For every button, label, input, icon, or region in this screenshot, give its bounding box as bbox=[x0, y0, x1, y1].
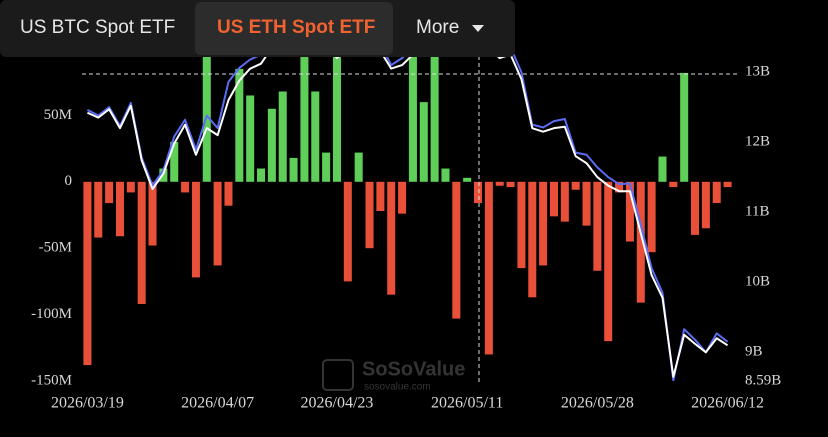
bar bbox=[604, 181, 613, 342]
bar bbox=[539, 181, 548, 266]
bar bbox=[615, 181, 624, 193]
y2-tick-label: 8.59B bbox=[745, 372, 781, 388]
watermark-url: sosovalue.com bbox=[364, 382, 431, 393]
bar bbox=[354, 152, 363, 182]
tab[interactable]: US ETH Spot ETF bbox=[217, 17, 375, 38]
dropdown-caret[interactable] bbox=[472, 25, 484, 32]
bar bbox=[181, 181, 190, 193]
bar bbox=[170, 141, 179, 182]
y2-tick-label: 13B bbox=[745, 64, 770, 80]
bar bbox=[582, 181, 591, 226]
bar bbox=[322, 152, 331, 182]
bar bbox=[680, 72, 689, 182]
bar bbox=[191, 181, 200, 278]
bar bbox=[517, 181, 526, 269]
bar bbox=[235, 68, 244, 182]
bar bbox=[398, 181, 407, 214]
x-tick-label: 2026/05/28 bbox=[561, 395, 634, 412]
bar bbox=[495, 181, 504, 186]
bar bbox=[506, 181, 515, 188]
active-tab-bg bbox=[195, 2, 393, 55]
y2-tick-label: 9B bbox=[745, 344, 763, 360]
y-tick-label: -150M bbox=[31, 372, 72, 388]
bar bbox=[701, 181, 710, 229]
bar bbox=[224, 181, 233, 206]
bar bbox=[452, 181, 461, 319]
bar bbox=[593, 181, 602, 271]
bar bbox=[484, 181, 493, 355]
x-tick-label: 2026/03/19 bbox=[51, 395, 124, 412]
bar bbox=[430, 49, 439, 182]
x-tick-label: 2026/05/11 bbox=[431, 395, 503, 412]
watermark-logo bbox=[322, 359, 354, 391]
tab[interactable]: More bbox=[416, 17, 459, 38]
bar bbox=[365, 181, 374, 249]
bar bbox=[126, 181, 135, 193]
bar bbox=[625, 181, 634, 242]
bar bbox=[289, 157, 298, 182]
bar bbox=[148, 181, 157, 246]
bar bbox=[463, 177, 472, 182]
bar bbox=[669, 181, 678, 188]
tab[interactable]: US BTC Spot ETF bbox=[20, 17, 175, 38]
y2-tick-label: 11B bbox=[745, 204, 769, 220]
bar bbox=[408, 49, 417, 182]
bar bbox=[376, 181, 385, 212]
bar bbox=[571, 181, 580, 190]
bar bbox=[636, 181, 645, 303]
bar bbox=[83, 181, 92, 366]
x-tick-label: 2026/04/07 bbox=[181, 395, 254, 412]
tab-bar: US BTC Spot ETF US ETH Spot ETF More bbox=[0, 0, 515, 57]
bar bbox=[474, 181, 483, 204]
y2-tick-label: 10B bbox=[745, 274, 770, 290]
bar bbox=[712, 181, 721, 204]
bar bbox=[441, 168, 450, 182]
line bbox=[87, 49, 729, 378]
bar bbox=[137, 181, 146, 304]
bar bbox=[549, 181, 558, 217]
bar bbox=[658, 156, 667, 182]
x-tick-label: 2026/06/12 bbox=[691, 395, 764, 412]
plot-area bbox=[83, 49, 732, 382]
bar bbox=[560, 181, 569, 222]
bar bbox=[115, 181, 124, 237]
y-tick-label: 50M bbox=[44, 107, 72, 123]
y-tick-label: -50M bbox=[39, 240, 72, 256]
bar bbox=[94, 181, 103, 238]
x-tick-label: 2026/04/23 bbox=[301, 395, 374, 412]
bar bbox=[213, 181, 222, 266]
watermark: SoSoValue sosovalue.com bbox=[322, 358, 465, 393]
bar bbox=[419, 102, 428, 182]
bar bbox=[278, 91, 287, 182]
y2-tick-label: 12B bbox=[745, 134, 770, 150]
bar bbox=[528, 181, 537, 298]
bar bbox=[332, 49, 341, 182]
watermark-name: SoSoValue bbox=[362, 358, 465, 380]
bar bbox=[246, 95, 255, 182]
bar bbox=[647, 181, 656, 253]
bar bbox=[311, 91, 320, 182]
y-tick-label: 0 bbox=[65, 173, 73, 189]
bar bbox=[691, 181, 700, 235]
bar bbox=[343, 181, 352, 282]
bar bbox=[267, 108, 276, 182]
bar bbox=[257, 168, 266, 182]
y-tick-label: -100M bbox=[31, 306, 72, 322]
bar bbox=[387, 181, 396, 295]
bar bbox=[202, 49, 211, 182]
bar bbox=[723, 181, 732, 188]
bar bbox=[300, 49, 309, 182]
axes: -150M -100M -50M 0 50M 8.59B 9B 10B 11B 12B 13B 202… bbox=[31, 64, 781, 412]
bar bbox=[105, 181, 114, 204]
